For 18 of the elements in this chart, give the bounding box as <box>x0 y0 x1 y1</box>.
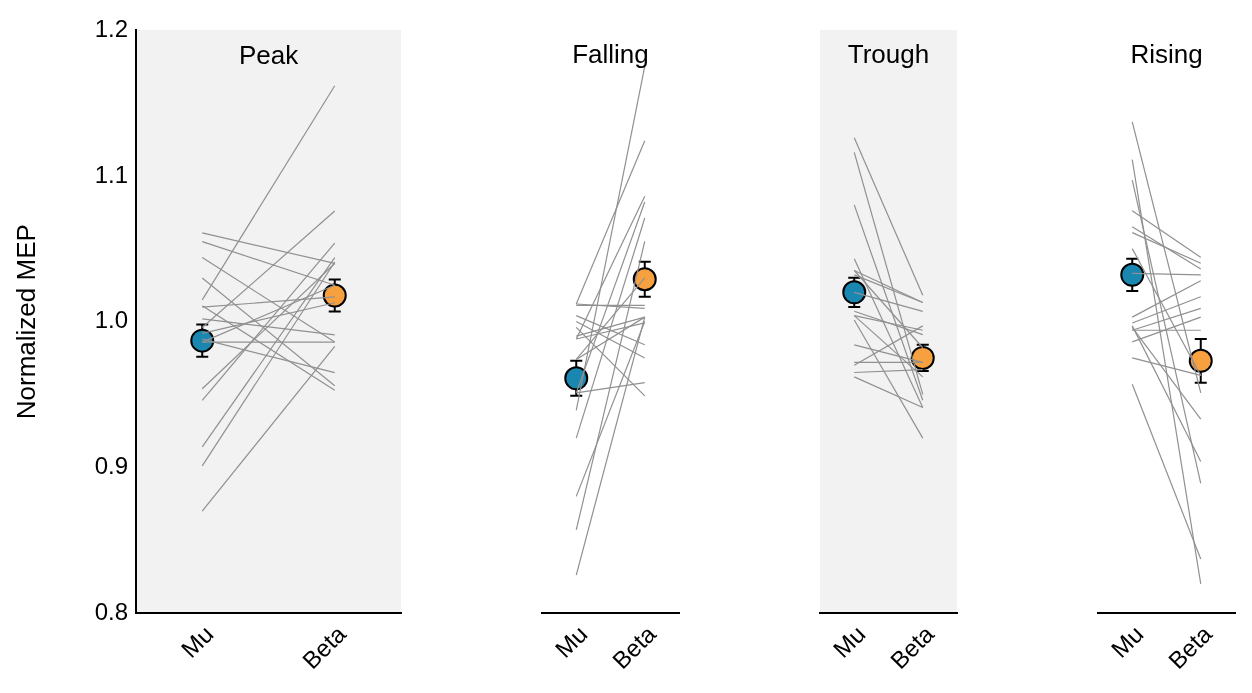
chart-title: Trough <box>847 39 930 70</box>
y-tick-label: 1.0 <box>94 306 128 334</box>
y-tick-label: 1.2 <box>94 15 128 43</box>
y-tick-label: 0.8 <box>94 597 128 625</box>
chart-title: Rising <box>1130 39 1203 70</box>
x-tick-label: Beta <box>296 619 352 675</box>
x-tick-label: Mu <box>549 620 593 663</box>
x-tick-label: Mu <box>175 620 219 663</box>
y-tick-label: 1.1 <box>94 160 128 188</box>
x-tick-label: Beta <box>1162 619 1218 675</box>
chart-title: Peak <box>238 39 300 70</box>
chart-title: Falling <box>572 39 649 70</box>
y-axis-title: Normalized MEP <box>10 224 41 420</box>
x-tick-label: Mu <box>827 620 871 663</box>
x-tick-label: Mu <box>1105 620 1149 663</box>
x-tick-label: Beta <box>884 619 940 675</box>
x-tick-label: Beta <box>606 619 662 675</box>
y-tick-label: 0.9 <box>94 451 128 479</box>
